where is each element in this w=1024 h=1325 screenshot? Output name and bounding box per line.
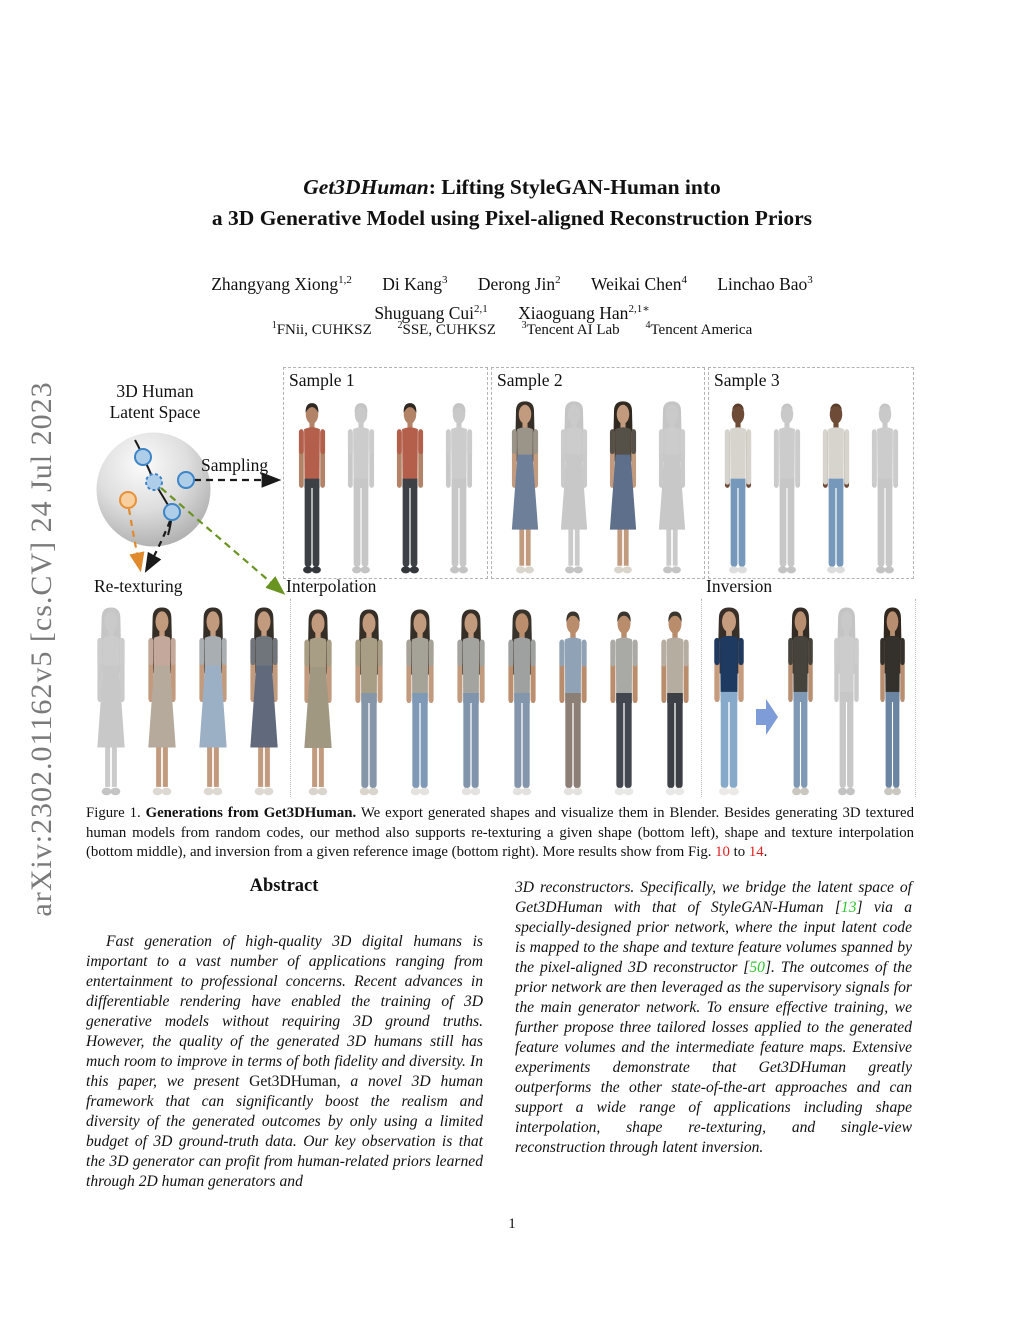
inversion-reference	[702, 605, 756, 797]
figure-1: 3D Human Latent Space Sampling Re-textur…	[80, 363, 920, 800]
retexturing-figures	[85, 599, 290, 797]
paper-title: Get3DHuman: Lifting StyleGAN-Human into …	[86, 172, 938, 234]
retexture-point-icon	[120, 492, 136, 508]
latent-point-icon	[135, 449, 151, 465]
retexturing-arrow	[127, 508, 145, 573]
latent-point-icon	[164, 504, 180, 520]
inversion-section	[702, 599, 916, 797]
author: Derong Jin2	[477, 273, 561, 294]
sample-label: Sample 1	[289, 370, 355, 390]
sampling-point-ring	[177, 471, 195, 489]
latent-sphere	[96, 432, 211, 547]
citation-ref-13[interactable]: 13	[840, 899, 857, 916]
human-figure	[812, 399, 860, 575]
sample-panel-2: Sample 2	[491, 367, 705, 579]
inversion-label: Inversion	[706, 576, 773, 596]
affiliation: 4Tencent America	[645, 320, 753, 338]
human-figure	[702, 605, 756, 797]
inversion-figures	[778, 605, 915, 797]
author-list: Zhangyang Xiong1,2 Di Kang3 Derong Jin2 …	[86, 268, 938, 326]
figure-caption: Figure 1. Generations from Get3DHuman. W…	[86, 805, 914, 860]
generation-arrow	[144, 520, 172, 573]
human-figure	[386, 399, 434, 575]
latent-path	[134, 439, 174, 536]
abstract-heading: Abstract	[249, 876, 319, 896]
human-figure	[435, 399, 483, 575]
title-italic-part: Get3DHuman	[303, 175, 429, 199]
method-name: Get3DHuman	[249, 1073, 337, 1090]
author-row-1: Zhangyang Xiong1,2 Di Kang3 Derong Jin2 …	[86, 268, 938, 297]
human-figure	[763, 399, 811, 575]
latent-space-label: 3D Human Latent Space	[109, 381, 201, 422]
arxiv-watermark: arXiv:2302.01162v5 [cs.CV] 24 Jul 2023	[25, 381, 58, 917]
affiliation: 1FNii, CUHKSZ	[271, 320, 372, 338]
author: Linchao Bao3	[717, 273, 813, 294]
human-figure	[824, 605, 869, 797]
author: Zhangyang Xiong1,2	[211, 273, 352, 294]
sample-label: Sample 3	[714, 370, 780, 390]
abstract-column-right: 3D reconstructors. Specifically, we brid…	[515, 879, 913, 1156]
title-line-1: Get3DHuman: Lifting StyleGAN-Human into	[86, 172, 938, 203]
human-figure	[497, 607, 547, 797]
interpolation-label: Interpolation	[286, 576, 377, 596]
human-figure	[861, 399, 909, 575]
figure-ref-14[interactable]: 14	[748, 844, 764, 860]
human-figure	[395, 607, 445, 797]
human-figure	[548, 607, 598, 797]
human-figure	[599, 399, 647, 575]
human-figure	[239, 605, 289, 797]
author: Shuguang Cui2,1	[374, 302, 488, 323]
human-figure	[188, 605, 238, 797]
sample-label: Sample 2	[497, 370, 563, 390]
affiliation: 2SSE, CUHKSZ	[397, 320, 496, 338]
human-figure	[288, 399, 336, 575]
latent-point-ring	[134, 448, 152, 466]
human-figure	[650, 607, 700, 797]
human-figure	[599, 607, 649, 797]
human-figure	[446, 607, 496, 797]
caption-prefix: Figure 1.	[86, 805, 146, 821]
citation-ref-50[interactable]: 50	[749, 959, 765, 976]
human-figure	[870, 605, 915, 797]
interpolated-point-ring	[145, 473, 163, 491]
author: Xiaoguang Han2,1∗	[518, 302, 650, 323]
interpolation-figures	[290, 599, 702, 797]
human-figure	[501, 399, 549, 575]
human-figure	[337, 399, 385, 575]
human-figure	[86, 605, 136, 797]
panel-figures-1	[492, 399, 704, 575]
human-figure	[648, 399, 696, 575]
panel-figures-2	[709, 399, 913, 575]
author: Di Kang3	[382, 273, 448, 294]
affiliation-list: 1FNii, CUHKSZ 2SSE, CUHKSZ 3Tencent AI L…	[86, 320, 938, 339]
interpolated-point-icon	[146, 474, 162, 490]
human-figure	[714, 399, 762, 575]
human-figure	[550, 399, 598, 575]
human-figure	[293, 607, 343, 797]
panel-figures-0	[284, 399, 487, 575]
abstract-column-left: Fast generation of high-quality 3D digit…	[86, 933, 483, 1190]
human-figure	[778, 605, 823, 797]
inversion-arrow-icon	[756, 695, 778, 739]
human-figure	[344, 607, 394, 797]
retexturing-label: Re-texturing	[94, 576, 183, 596]
human-figure	[137, 605, 187, 797]
author: Weikai Chen4	[591, 273, 687, 294]
author-row-2: Shuguang Cui2,1 Xiaoguang Han2,1∗	[86, 297, 938, 326]
sample-panel-1: Sample 1	[283, 367, 488, 579]
caption-body: We export generated shapes and visualize…	[86, 805, 914, 860]
page-number: 1	[508, 1216, 516, 1232]
sampling-point-icon	[178, 472, 194, 488]
affiliation: 3Tencent AI Lab	[521, 320, 620, 338]
sample-panel-3: Sample 3	[708, 367, 914, 579]
retexture-point-ring	[119, 491, 137, 509]
title-rest-part: : Lifting StyleGAN-Human into	[428, 175, 721, 199]
figure-ref-10[interactable]: 10	[715, 844, 730, 860]
sampling-label: Sampling	[201, 455, 269, 475]
latent-point-ring	[163, 503, 181, 521]
title-line-2: a 3D Generative Model using Pixel-aligne…	[211, 206, 813, 230]
caption-bold: Generations from Get3DHuman.	[145, 805, 357, 821]
